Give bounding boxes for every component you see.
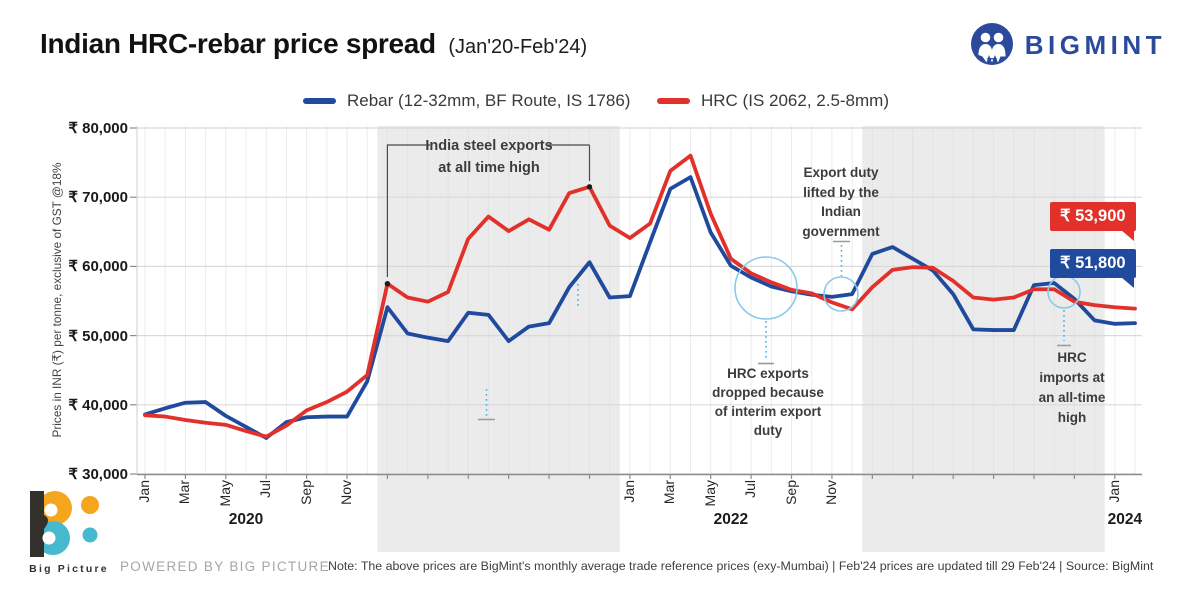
- exports-dropped-circle: [734, 256, 798, 320]
- exports-high-bracket: [386, 144, 591, 277]
- hrc-line: [143, 153, 1137, 439]
- rebar-swatch: [303, 98, 336, 104]
- bigpicture-logo: [24, 489, 116, 561]
- annotation-text-line: at all time high: [438, 160, 540, 176]
- bigmint-wordmark: BIGMINT: [1024, 29, 1166, 60]
- footnote: Note: The above prices are BigMint's mon…: [328, 559, 1154, 573]
- hrc-badge-tail: [1120, 230, 1134, 241]
- hrc-legend-label: HRC (IS 2062, 2.5-8mm): [701, 91, 889, 110]
- annotation-text-line: duty: [753, 423, 783, 438]
- annotation-exports-high: India steel exports at all time high: [394, 135, 584, 179]
- rebar-price-badge: ₹ 51,800: [1050, 249, 1136, 288]
- hrc-price-badge: ₹ 53,900: [1050, 202, 1136, 241]
- rebar-badge-tail: [1120, 277, 1134, 288]
- annotation-text-line: an all-time: [1038, 390, 1106, 405]
- hrc-price-value: ₹ 53,900: [1060, 207, 1126, 225]
- rebar-legend-label: Rebar (12-32mm, BF Route, IS 1786): [347, 91, 631, 110]
- legend-rebar: Rebar (12-32mm, BF Route, IS 1786): [303, 91, 630, 111]
- bigmint-icon: [969, 22, 1015, 68]
- rebar-line: [143, 175, 1137, 440]
- annotation-text-line: of interim export: [714, 404, 822, 419]
- annotation-text-line: high: [1057, 410, 1087, 425]
- y-tick-label: ₹ 60,000: [68, 258, 128, 276]
- page-title: Indian HRC-rebar price spread: [40, 28, 436, 59]
- powered-by-label: POWERED BY BIG PICTURE: [120, 559, 330, 574]
- year-label-2020: 2020: [228, 511, 264, 528]
- page-subtitle: (Jan'20-Feb'24): [448, 36, 588, 58]
- annotation-text-line: dropped because: [712, 385, 824, 400]
- marker-dot-nov21: [586, 184, 593, 190]
- annotation-text-line: HRC exports: [727, 366, 809, 381]
- year-label-2022: 2022: [713, 511, 749, 528]
- hrc-swatch: [657, 98, 690, 104]
- y-tick-label: ₹ 40,000: [68, 396, 128, 414]
- header: Indian HRC-rebar price spread (Jan'20-Fe…: [40, 28, 587, 60]
- annotation-duty-lifted: Export duty lifted by the Indian government: [746, 163, 936, 241]
- annotation-text-line: Indian: [821, 204, 861, 219]
- annotation-exports-dropped: HRC exports dropped because of interim exp…: [673, 364, 863, 440]
- annotation-text-line: India steel exports: [425, 138, 553, 154]
- y-tick-label: ₹ 50,000: [68, 327, 128, 345]
- annotation-text-line: imports at: [1039, 370, 1105, 385]
- legend-hrc: HRC (IS 2062, 2.5-8mm): [657, 91, 889, 111]
- bigmint-logo: BIGMINT: [969, 22, 1166, 68]
- bigpicture-logo-text: Big Picture: [29, 563, 109, 575]
- annotation-text-line: lifted by the: [803, 184, 879, 200]
- annotation-imports-high: HRC imports at an all-time high: [977, 348, 1167, 428]
- annotation-text-line: Export duty: [803, 165, 879, 180]
- marker-dot-jan21: [384, 281, 391, 287]
- y-tick-label: ₹ 30,000: [68, 466, 128, 483]
- y-tick-label: ₹ 80,000: [68, 120, 128, 137]
- annotation-text-line: government: [802, 223, 880, 239]
- year-label-2024: 2024: [1107, 511, 1143, 528]
- y-tick-label: ₹ 70,000: [68, 189, 128, 207]
- duty-lifted-circle: [823, 276, 859, 312]
- annotation-text-line: HRC: [1057, 350, 1087, 365]
- rebar-price-value: ₹ 51,800: [1060, 254, 1126, 272]
